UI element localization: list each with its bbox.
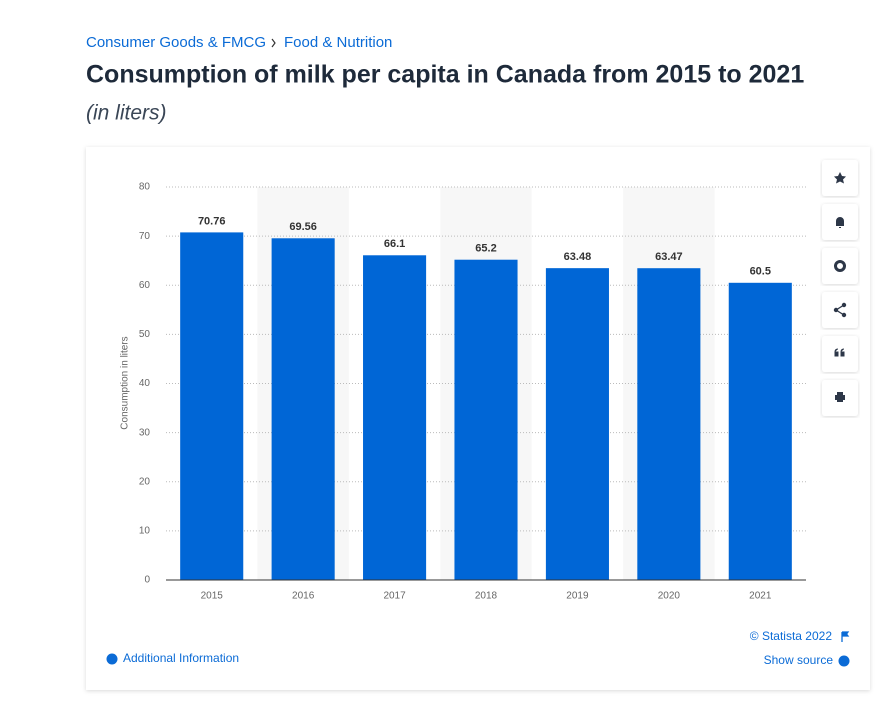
value-label: 63.48 (564, 251, 592, 263)
value-label: 65.2 (475, 243, 496, 255)
value-label: 66.1 (384, 238, 405, 250)
breadcrumb-separator (271, 38, 276, 48)
chart-title: Consumption of milk per capita in Canada… (86, 61, 804, 89)
bar (637, 268, 701, 580)
value-label: 70.76 (198, 215, 226, 227)
y-axis-label: Consumption in liters (120, 336, 131, 429)
value-label: 60.5 (750, 266, 771, 278)
flag-icon[interactable] (841, 631, 850, 642)
x-tick-label: 2021 (749, 591, 772, 602)
x-tick-label: 2020 (658, 591, 681, 602)
chart-subtitle: (in liters) (86, 102, 167, 125)
source-info-icon[interactable] (838, 655, 850, 667)
y-tick-label: 0 (144, 575, 150, 586)
y-tick-label: 70 (139, 231, 151, 242)
print-button[interactable] (822, 380, 858, 416)
bar (728, 282, 792, 580)
toolbar (822, 160, 858, 416)
x-tick-label: 2019 (566, 591, 589, 602)
breadcrumb-link[interactable]: Consumer Goods & FMCG (86, 34, 266, 51)
x-tick-label: 2018 (475, 591, 498, 602)
share-button[interactable] (822, 292, 858, 328)
y-tick-label: 10 (139, 526, 151, 537)
bar (180, 232, 244, 581)
x-tick-label: 2016 (292, 591, 315, 602)
copyright[interactable]: © Statista 2022 (750, 629, 833, 643)
bar (454, 259, 518, 580)
y-tick-label: 40 (139, 378, 151, 389)
y-tick-label: 80 (139, 182, 151, 193)
bar (271, 238, 335, 580)
y-tick-label: 20 (139, 476, 151, 487)
y-tick-label: 30 (139, 427, 151, 438)
show-source[interactable]: Show source (764, 653, 834, 667)
alert-button[interactable] (822, 204, 858, 240)
y-tick-label: 50 (139, 329, 151, 340)
additional-information[interactable]: Additional Information (123, 651, 239, 665)
cite-button[interactable] (822, 336, 858, 372)
x-tick-label: 2015 (201, 591, 224, 602)
y-tick-label: 60 (139, 280, 151, 291)
bar (363, 255, 427, 580)
info-icon[interactable] (106, 653, 118, 665)
settings-button[interactable] (822, 248, 858, 284)
breadcrumb-link[interactable]: Food & Nutrition (284, 34, 392, 51)
bar (545, 268, 609, 580)
favorite-button[interactable] (822, 160, 858, 196)
value-label: 69.56 (289, 221, 317, 233)
x-tick-label: 2017 (383, 591, 406, 602)
value-label: 63.47 (655, 251, 683, 263)
plot: 0 10 20 30 40 50 60 70 80 70.76 2015 69.56 2016 66.1 2… (139, 182, 806, 602)
